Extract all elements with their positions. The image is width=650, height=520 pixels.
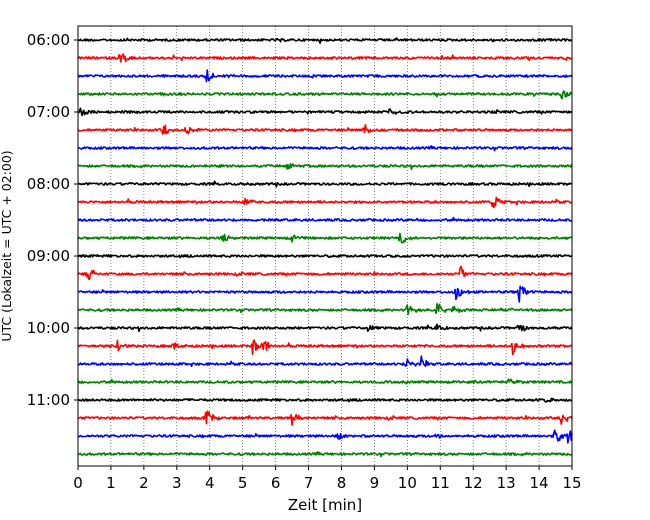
trace-0700 — [77, 107, 573, 117]
trace-0600 — [77, 37, 573, 45]
x-axis-ticks: 0 1 2 3 4 5 6 7 8 9 10 11 12 13 14 15 — [73, 466, 582, 492]
x-tick-label: 11 — [431, 474, 450, 492]
trace-0815 — [77, 196, 573, 209]
y-tick-label: 09:00 — [27, 247, 70, 265]
x-tick-label: 2 — [139, 474, 149, 492]
trace-1145 — [77, 451, 573, 458]
trace-0930 — [77, 285, 573, 303]
x-tick-label: 7 — [304, 474, 314, 492]
x-tick-label: 10 — [398, 474, 417, 492]
x-tick-label: 4 — [205, 474, 215, 492]
trace-1045 — [77, 378, 573, 385]
y-tick-label: 08:00 — [27, 175, 70, 193]
x-tick-label: 6 — [271, 474, 281, 492]
trace-0645 — [77, 90, 573, 100]
y-axis-ticks: 06:00 07:00 08:00 09:00 10:00 11:00 — [27, 31, 78, 409]
x-axis-title: Zeit [min] — [288, 496, 362, 514]
x-tick-label: 15 — [562, 474, 581, 492]
x-tick-label: 9 — [370, 474, 380, 492]
x-tick-label: 13 — [497, 474, 516, 492]
trace-0745 — [77, 163, 573, 171]
x-tick-label: 8 — [337, 474, 347, 492]
x-tick-label: 14 — [530, 474, 549, 492]
trace-0630 — [77, 69, 573, 83]
trace-1015 — [77, 339, 573, 356]
y-tick-label: 06:00 — [27, 31, 70, 49]
trace-1000 — [77, 323, 573, 333]
y-axis-title: UTC (Lokalzeit = UTC + 02:00) — [0, 150, 14, 341]
x-tick-label: 1 — [106, 474, 116, 492]
trace-0615 — [77, 53, 573, 63]
y-tick-label: 11:00 — [27, 391, 70, 409]
trace-1115 — [77, 410, 573, 426]
trace-0845 — [77, 232, 573, 244]
y-tick-label: 10:00 — [27, 319, 70, 337]
trace-0730 — [77, 145, 573, 152]
trace-1100 — [77, 397, 573, 403]
trace-1030 — [77, 355, 573, 368]
x-tick-label: 12 — [464, 474, 483, 492]
trace-0715 — [77, 124, 573, 135]
y-tick-label: 07:00 — [27, 103, 70, 121]
plot-frame — [77, 25, 573, 467]
x-tick-label: 0 — [73, 474, 83, 492]
trace-0945 — [77, 302, 573, 316]
x-tick-label: 3 — [172, 474, 182, 492]
trace-0830 — [77, 216, 573, 222]
x-tick-label: 5 — [238, 474, 248, 492]
trace-0915 — [77, 265, 573, 281]
trace-0800 — [77, 180, 573, 188]
seismic-traces — [77, 37, 573, 458]
trace-0900 — [77, 254, 573, 259]
trace-1130 — [78, 429, 573, 444]
